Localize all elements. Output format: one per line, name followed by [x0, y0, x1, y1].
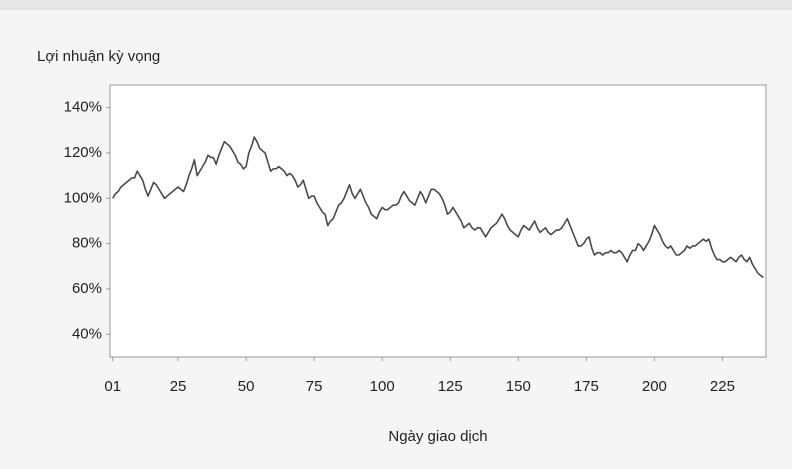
- y-tick-label: 60%: [72, 280, 102, 297]
- x-tick-label: 75: [306, 378, 323, 395]
- x-tick-label: 175: [574, 378, 599, 395]
- line: [112, 136, 764, 279]
- x-tick-label: 200: [642, 378, 667, 395]
- x-tick-label: 225: [710, 378, 735, 395]
- y-tick-label: 80%: [72, 235, 102, 252]
- y-tick-label: 40%: [72, 325, 102, 342]
- y-tick-label: 120%: [64, 144, 102, 161]
- x-axis-label: Ngày giao dịch: [388, 428, 487, 445]
- y-tick-label: 140%: [64, 99, 102, 116]
- x-tick-label: 25: [170, 378, 187, 395]
- x-tick-label: 50: [238, 378, 255, 395]
- x-tick-label: 100: [370, 378, 395, 395]
- y-tick-label: 100%: [64, 189, 102, 206]
- plot-area: [109, 84, 767, 358]
- x-tick-label: 150: [506, 378, 531, 395]
- x-tick-label: 01: [104, 378, 121, 395]
- top-bar: [0, 0, 792, 9]
- x-tick-label: 125: [438, 378, 463, 395]
- chart-title: Lợi nhuận kỳ vọng: [37, 48, 160, 65]
